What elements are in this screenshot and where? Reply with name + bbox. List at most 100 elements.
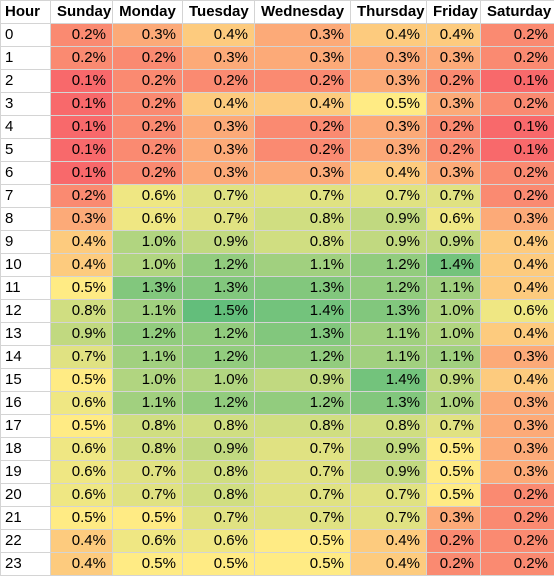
value-cell[interactable]: 1.5% [182, 299, 255, 323]
value-cell[interactable]: 0.8% [254, 414, 351, 438]
value-cell[interactable]: 0.1% [50, 161, 113, 185]
hour-cell[interactable]: 17 [0, 414, 51, 438]
hour-cell[interactable]: 2 [0, 69, 51, 93]
hour-cell[interactable]: 9 [0, 230, 51, 254]
value-cell[interactable]: 1.3% [112, 276, 183, 300]
value-cell[interactable]: 0.3% [426, 46, 481, 70]
value-cell[interactable]: 0.6% [480, 299, 554, 323]
value-cell[interactable]: 1.1% [350, 345, 427, 369]
value-cell[interactable]: 0.2% [50, 46, 113, 70]
value-cell[interactable]: 0.5% [112, 552, 183, 576]
value-cell[interactable]: 1.1% [254, 253, 351, 277]
value-cell[interactable]: 0.5% [350, 92, 427, 116]
value-cell[interactable]: 0.9% [182, 230, 255, 254]
hour-cell[interactable]: 18 [0, 437, 51, 461]
value-cell[interactable]: 0.3% [350, 69, 427, 93]
value-cell[interactable]: 0.3% [426, 506, 481, 530]
value-cell[interactable]: 1.3% [254, 322, 351, 346]
column-header-tuesday[interactable]: Tuesday [182, 0, 255, 24]
value-cell[interactable]: 0.2% [480, 483, 554, 507]
value-cell[interactable]: 0.4% [480, 368, 554, 392]
value-cell[interactable]: 1.1% [350, 322, 427, 346]
value-cell[interactable]: 0.3% [50, 207, 113, 231]
value-cell[interactable]: 0.1% [50, 138, 113, 162]
value-cell[interactable]: 0.4% [50, 552, 113, 576]
value-cell[interactable]: 0.2% [426, 529, 481, 553]
value-cell[interactable]: 0.4% [350, 23, 427, 47]
value-cell[interactable]: 0.5% [50, 276, 113, 300]
value-cell[interactable]: 0.5% [426, 483, 481, 507]
value-cell[interactable]: 0.7% [112, 460, 183, 484]
value-cell[interactable]: 0.2% [112, 138, 183, 162]
value-cell[interactable]: 0.2% [426, 138, 481, 162]
value-cell[interactable]: 0.9% [254, 368, 351, 392]
value-cell[interactable]: 0.7% [350, 483, 427, 507]
hour-cell[interactable]: 6 [0, 161, 51, 185]
value-cell[interactable]: 0.6% [112, 184, 183, 208]
value-cell[interactable]: 0.7% [350, 506, 427, 530]
value-cell[interactable]: 0.2% [480, 529, 554, 553]
hour-cell[interactable]: 21 [0, 506, 51, 530]
value-cell[interactable]: 0.3% [480, 437, 554, 461]
value-cell[interactable]: 0.4% [480, 230, 554, 254]
value-cell[interactable]: 0.2% [254, 138, 351, 162]
value-cell[interactable]: 0.3% [480, 414, 554, 438]
value-cell[interactable]: 0.2% [480, 184, 554, 208]
hour-cell[interactable]: 10 [0, 253, 51, 277]
hour-cell[interactable]: 11 [0, 276, 51, 300]
value-cell[interactable]: 0.3% [182, 115, 255, 139]
value-cell[interactable]: 0.6% [50, 437, 113, 461]
value-cell[interactable]: 0.3% [480, 391, 554, 415]
value-cell[interactable]: 1.0% [426, 322, 481, 346]
value-cell[interactable]: 0.2% [426, 69, 481, 93]
hour-cell[interactable]: 4 [0, 115, 51, 139]
value-cell[interactable]: 0.1% [480, 138, 554, 162]
value-cell[interactable]: 1.2% [254, 345, 351, 369]
value-cell[interactable]: 0.2% [112, 69, 183, 93]
value-cell[interactable]: 0.3% [254, 46, 351, 70]
hour-cell[interactable]: 23 [0, 552, 51, 576]
value-cell[interactable]: 0.2% [182, 69, 255, 93]
value-cell[interactable]: 0.8% [182, 414, 255, 438]
value-cell[interactable]: 0.8% [254, 230, 351, 254]
value-cell[interactable]: 0.8% [50, 299, 113, 323]
value-cell[interactable]: 0.6% [182, 529, 255, 553]
value-cell[interactable]: 0.7% [182, 207, 255, 231]
value-cell[interactable]: 0.5% [50, 506, 113, 530]
value-cell[interactable]: 0.6% [50, 460, 113, 484]
hour-cell[interactable]: 5 [0, 138, 51, 162]
value-cell[interactable]: 0.9% [350, 230, 427, 254]
value-cell[interactable]: 0.4% [480, 253, 554, 277]
value-cell[interactable]: 1.0% [182, 368, 255, 392]
value-cell[interactable]: 0.2% [426, 552, 481, 576]
hour-cell[interactable]: 1 [0, 46, 51, 70]
value-cell[interactable]: 0.7% [254, 184, 351, 208]
value-cell[interactable]: 0.2% [480, 92, 554, 116]
value-cell[interactable]: 0.9% [350, 437, 427, 461]
value-cell[interactable]: 0.7% [182, 184, 255, 208]
value-cell[interactable]: 0.2% [112, 115, 183, 139]
value-cell[interactable]: 1.1% [112, 345, 183, 369]
hour-cell[interactable]: 22 [0, 529, 51, 553]
value-cell[interactable]: 0.7% [112, 483, 183, 507]
value-cell[interactable]: 0.3% [182, 46, 255, 70]
value-cell[interactable]: 0.1% [480, 115, 554, 139]
value-cell[interactable]: 1.2% [182, 345, 255, 369]
value-cell[interactable]: 0.1% [50, 69, 113, 93]
value-cell[interactable]: 0.8% [112, 437, 183, 461]
value-cell[interactable]: 0.3% [350, 115, 427, 139]
value-cell[interactable]: 0.4% [182, 23, 255, 47]
value-cell[interactable]: 0.5% [50, 414, 113, 438]
column-header-monday[interactable]: Monday [112, 0, 183, 24]
hour-cell[interactable]: 8 [0, 207, 51, 231]
value-cell[interactable]: 0.7% [426, 414, 481, 438]
value-cell[interactable]: 0.9% [50, 322, 113, 346]
value-cell[interactable]: 0.5% [254, 529, 351, 553]
value-cell[interactable]: 1.2% [112, 322, 183, 346]
column-header-hour[interactable]: Hour [0, 0, 51, 24]
value-cell[interactable]: 0.6% [50, 483, 113, 507]
value-cell[interactable]: 0.1% [480, 69, 554, 93]
value-cell[interactable]: 0.1% [50, 92, 113, 116]
value-cell[interactable]: 0.3% [426, 161, 481, 185]
value-cell[interactable]: 0.9% [350, 207, 427, 231]
